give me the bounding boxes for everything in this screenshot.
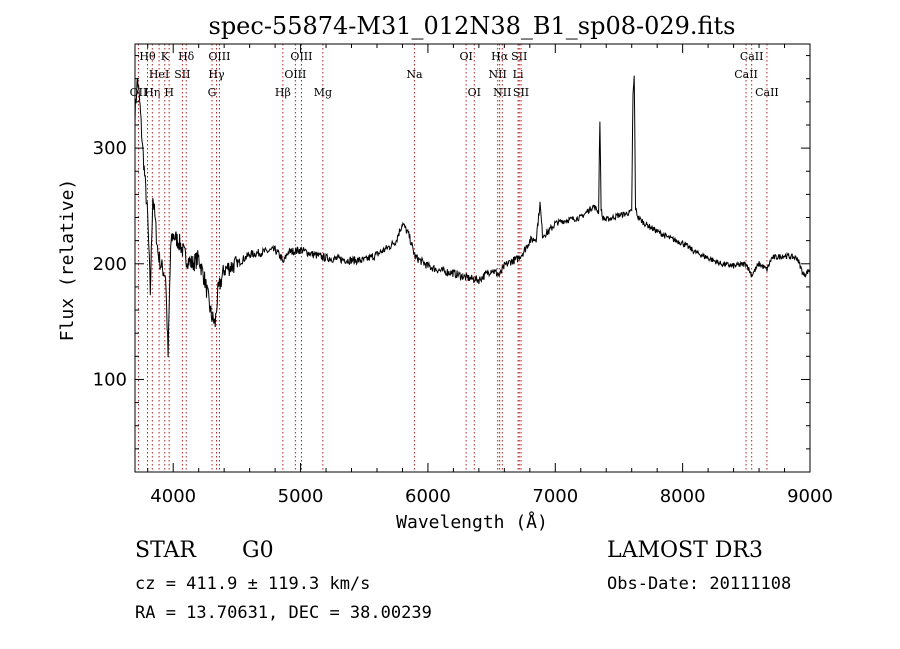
line-label-14: Mg	[314, 86, 332, 99]
line-label-9: G	[208, 86, 217, 99]
line-label-1: Hθ	[139, 50, 156, 63]
y-axis-ticks: 100 200 300	[93, 55, 810, 473]
line-label-22: SII	[511, 50, 527, 63]
y-tick-label-2: 300	[93, 138, 127, 159]
chart-title: spec-55874-M31_012N38_B1_sp08-029.fits	[209, 12, 736, 40]
line-label-19: Hα	[491, 50, 509, 63]
line-label-13: OIII	[290, 50, 312, 63]
line-label-21: Li	[513, 68, 524, 81]
observation-date: Obs-Date: 20111108	[607, 574, 792, 594]
line-label-25: CaII	[740, 50, 764, 63]
line-label-15: Na	[406, 68, 423, 81]
series-flux	[134, 75, 811, 358]
line-label-0: OII	[130, 86, 148, 99]
line-label-6: SII	[174, 68, 190, 81]
line-label-12: OIII	[284, 68, 306, 81]
y-axis-label: Flux (relative)	[57, 179, 78, 342]
redshift-velocity: cz = 411.9 ± 119.3 km/s	[135, 574, 371, 594]
spectral-line-markers: OIIHθHηHeIKHSIIHδHγGOIIIHβOIIIOIIIMgNaOI…	[130, 44, 779, 472]
x-tick-label-5: 9000	[787, 486, 833, 507]
x-tick-label-3: 7000	[532, 486, 578, 507]
star-subclass: G0	[242, 538, 274, 563]
y-tick-label-0: 100	[93, 369, 127, 390]
line-label-24: CaII	[734, 68, 758, 81]
spectrum-series	[134, 75, 811, 358]
y-tick-label-1: 200	[93, 254, 127, 275]
sky-coordinates: RA = 13.70631, DEC = 38.00239	[135, 603, 432, 623]
line-label-26: CaII	[755, 86, 779, 99]
x-tick-label-4: 8000	[660, 486, 706, 507]
line-label-3: HeI	[149, 68, 169, 81]
star-class-label: STAR	[135, 538, 196, 563]
line-label-10: OIII	[208, 50, 230, 63]
line-label-2: Hη	[144, 86, 160, 99]
line-label-7: Hδ	[178, 50, 195, 63]
line-label-20: NII	[493, 86, 511, 99]
line-label-16: OI	[459, 50, 472, 63]
survey-name: LAMOST DR3	[607, 538, 763, 563]
line-label-4: K	[161, 50, 170, 63]
line-label-18: NII	[489, 68, 507, 81]
x-axis-label: Wavelength (Å)	[396, 511, 548, 533]
x-axis-ticks: 4000 5000 6000 7000 8000 9000	[147, 44, 833, 507]
line-label-11: Hβ	[275, 86, 291, 99]
x-tick-label-2: 6000	[405, 486, 451, 507]
line-label-23: SII	[513, 86, 529, 99]
plot-frame	[134, 43, 811, 473]
line-label-8: Hγ	[208, 68, 225, 81]
x-tick-label-1: 5000	[278, 486, 324, 507]
line-label-17: OI	[468, 86, 481, 99]
x-tick-label-0: 4000	[150, 486, 196, 507]
line-label-5: H	[164, 86, 174, 99]
